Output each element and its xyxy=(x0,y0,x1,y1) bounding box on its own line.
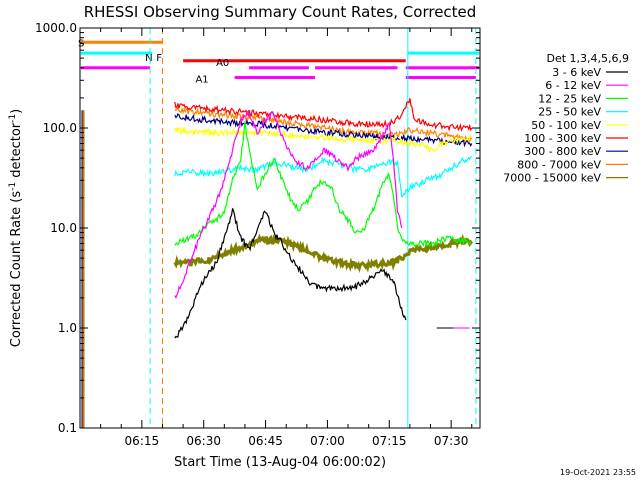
x-tick-label: 07:15 xyxy=(372,434,407,448)
series-line-50-100kev xyxy=(174,126,473,153)
legend-item-label: 6 - 12 keV xyxy=(545,79,601,92)
flag-label-f: F xyxy=(156,53,162,64)
flag-label-n: N xyxy=(145,53,152,64)
legend-item-label: 50 - 100 keV xyxy=(531,119,601,132)
y-tick-label: 0.1 xyxy=(58,421,77,435)
y-axis: 0.1 1.0 10.0 100.0 1000.0 xyxy=(35,21,480,435)
y-axis-label-end: ) xyxy=(9,109,24,114)
y-axis-label: Corrected Count Rate (s-1 detector-1) xyxy=(8,109,24,347)
series-line-25-50kev xyxy=(174,155,473,198)
flag-label-a0: A0 xyxy=(216,58,229,69)
series-line-6-12kev xyxy=(174,110,403,299)
x-axis: 06:15 06:30 06:45 07:00 07:15 07:30 xyxy=(100,28,473,448)
legend-item-label: 800 - 7000 keV xyxy=(517,158,601,171)
vertical-markers xyxy=(149,28,477,428)
y-axis-label-sup2: -1 xyxy=(8,114,18,123)
x-tick-label: 06:45 xyxy=(248,434,283,448)
legend-item-label: 25 - 50 keV xyxy=(538,106,601,119)
x-tick-label: 07:30 xyxy=(434,434,469,448)
y-tick-label: 1.0 xyxy=(58,321,77,335)
x-tick-label: 07:00 xyxy=(310,434,345,448)
y-tick-label: 1000.0 xyxy=(35,21,77,35)
chart-title: RHESSI Observing Summary Count Rates, Co… xyxy=(84,3,477,21)
series-line-100-300kev xyxy=(174,98,473,133)
y-axis-label-mid: detector xyxy=(9,122,24,182)
series-line-3-6kev xyxy=(174,208,407,339)
legend-item-label: 3 - 6 keV xyxy=(552,66,601,79)
y-axis-label-main: Corrected Count Rate (s xyxy=(9,191,24,348)
series-line-300-800kev xyxy=(174,113,473,148)
legend-item-label: 300 - 800 keV xyxy=(524,145,601,158)
legend-item-label: 7000 - 15000 keV xyxy=(503,172,601,185)
legend-item-label: 12 - 25 keV xyxy=(538,92,601,105)
series-line-7000-15000kev xyxy=(173,233,473,274)
x-tick-label: 06:15 xyxy=(125,434,160,448)
y-tick-label: 100.0 xyxy=(43,121,77,135)
series-line-12-25kev xyxy=(174,121,473,248)
x-tick-label: 06:30 xyxy=(186,434,221,448)
plot-frame xyxy=(79,27,481,429)
y-axis-label-sup1: -1 xyxy=(8,182,18,191)
footer-date: 19-Oct-2021 23:55 xyxy=(560,468,636,477)
legend-item-label: 100 - 300 keV xyxy=(524,132,601,145)
x-axis-label: Start Time (13-Aug-04 06:00:02) xyxy=(174,455,386,470)
series-line-800-7000kev xyxy=(174,106,473,143)
early-spike xyxy=(81,110,85,428)
series-layer xyxy=(173,98,473,339)
y-tick-label: 10.0 xyxy=(50,221,77,235)
legend-title: Det 1,3,4,5,6,9 xyxy=(546,52,629,65)
flag-label-a1: A1 xyxy=(195,74,208,85)
